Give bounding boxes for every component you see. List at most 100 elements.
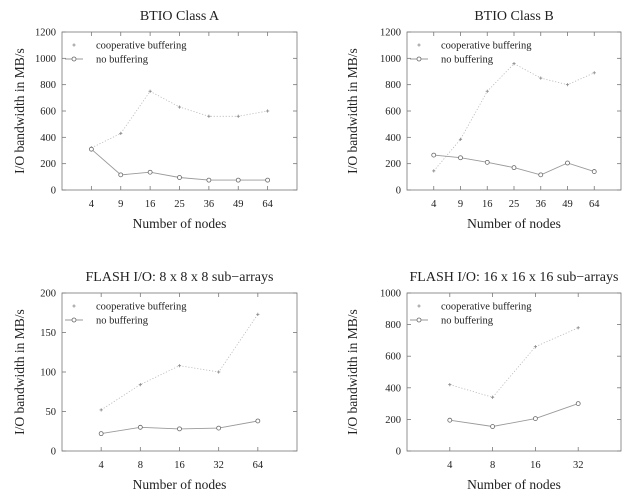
chart-1-series-cooperative-buffering-point — [565, 83, 570, 87]
chart-1-series-cooperative-buffering-point — [539, 76, 543, 80]
chart-0-y-tick-label: 400 — [40, 133, 56, 144]
chart-2-series-cooperative-buffering-point — [138, 383, 142, 387]
chart-2-title: FLASH I/O: 8 x 8 x 8 sub−arrays — [86, 270, 274, 285]
chart-0: BTIO Class A Number of nodes I/O bandwidth… — [12, 9, 298, 231]
chart-2-x-axis-label: Number of nodes — [133, 477, 227, 491]
chart-0-series-no-buffering-point — [206, 177, 212, 183]
chart-1-series-cooperative-buffering-point — [432, 169, 436, 173]
chart-1-series-cooperative-buffering-point — [485, 89, 489, 93]
chart-3-title: FLASH I/O: 16 x 16 x 16 sub−arrays — [410, 270, 619, 285]
chart-0-series-no-buffering-point — [88, 146, 94, 152]
chart-1-x-tick-label: 25 — [509, 199, 520, 210]
chart-0-series-no-buffering-point — [265, 177, 271, 183]
chart-2-y-tick-label: 0 — [51, 447, 56, 458]
chart-2-x-tick-label: 4 — [99, 460, 105, 471]
chart-0-x-tick-label: 4 — [89, 199, 95, 210]
chart-3-series-cooperative-buffering-point — [491, 395, 495, 399]
chart-1-legend-entry: no buffering — [410, 55, 494, 66]
chart-0-y-axis-label: I/O bandwidth in MB/s — [12, 48, 27, 174]
chart-2-series-cooperative-buffering-point — [256, 312, 260, 316]
chart-3-x-tick-label: 16 — [530, 460, 541, 471]
chart-0-series-cooperative-buffering-line — [91, 90, 268, 149]
chart-2-y-tick-label: 50 — [46, 407, 57, 418]
chart-1-legend-entry: cooperative buffering — [417, 41, 532, 52]
chart-2-series-no-buffering-point — [98, 431, 104, 437]
chart-0-x-axis-label: Number of nodes — [133, 216, 227, 231]
chart-1-x-axis-label: Number of nodes — [467, 216, 561, 231]
chart-1-y-tick-label: 200 — [385, 159, 401, 170]
chart-0-series-no-buffering-point — [235, 177, 241, 183]
chart-0-y-tick-label: 200 — [40, 159, 56, 170]
chart-1-series-no-buffering-line — [433, 154, 595, 176]
chart-1-y-tick-label: 400 — [385, 133, 401, 144]
chart-1-series-no-buffering-point — [484, 159, 490, 165]
chart-3-plot-frame — [406, 292, 622, 452]
chart-2-series-no-buffering-point — [137, 424, 143, 430]
chart-0-series-no-buffering-point — [177, 175, 182, 180]
chart-1-series-no-buffering-point — [591, 169, 597, 174]
chart-2-x-tick-label: 8 — [138, 460, 143, 471]
chart-0-x-tick-label: 49 — [233, 199, 244, 210]
chart-2-y-tick-label: 200 — [40, 289, 56, 300]
chart-2-series-cooperative-buffering-point — [99, 408, 103, 412]
chart-2-y-tick-label: 150 — [40, 328, 56, 339]
chart-1-series-no-buffering-point — [458, 155, 463, 161]
chart-2-series-cooperative-buffering-line — [100, 314, 259, 411]
chart-2-x-tick-label: 32 — [213, 460, 224, 471]
chart-2: FLASH I/O: 8 x 8 x 8 sub−arrays Number of… — [12, 270, 298, 491]
chart-2-series-no-buffering-point — [255, 418, 261, 424]
chart-2-legend-label: no buffering — [96, 316, 149, 327]
chart-0-legend-entry: cooperative buffering — [72, 41, 187, 52]
chart-3-legend-entry: cooperative buffering — [417, 302, 532, 313]
chart-3: FLASH I/O: 16 x 16 x 16 sub−arrays Number… — [345, 270, 622, 491]
chart-3-y-tick-label: 800 — [385, 320, 401, 331]
chart-1-x-tick-label: 49 — [562, 199, 573, 210]
chart-3-legend-label: no buffering — [441, 316, 494, 327]
chart-3-y-tick-label: 0 — [396, 447, 401, 458]
chart-3-x-tick-label: 8 — [490, 460, 495, 471]
chart-0-y-tick-label: 600 — [40, 107, 56, 118]
chart-1-legend-label: no buffering — [441, 55, 494, 66]
chart-0-y-tick-label: 1000 — [35, 54, 56, 65]
chart-0-series-cooperative-buffering-point — [236, 114, 240, 118]
chart-0-x-tick-label: 16 — [145, 199, 156, 210]
chart-2-x-tick-label: 16 — [174, 460, 185, 471]
chart-1-x-tick-label: 9 — [458, 199, 463, 210]
chart-2-series-no-buffering-point — [216, 425, 222, 431]
chart-3-y-tick-label: 200 — [385, 415, 401, 426]
chart-3-series-no-buffering-line — [449, 403, 579, 427]
chart-0-x-tick-label: 64 — [262, 199, 273, 210]
chart-2-y-axis-label: I/O bandwidth in MB/s — [12, 309, 27, 435]
chart-0-series-no-buffering-point — [118, 172, 124, 178]
chart-0-legend-entry: no buffering — [65, 55, 149, 66]
chart-1: BTIO Class B Number of nodes I/O bandwidth… — [345, 9, 622, 231]
chart-3-series-cooperative-buffering-point — [576, 326, 580, 330]
chart-3-y-axis-label: I/O bandwidth in MB/s — [345, 309, 360, 435]
chart-1-x-tick-label: 36 — [536, 199, 547, 210]
chart-2-series-cooperative-buffering-point — [217, 370, 221, 374]
chart-1-series-no-buffering-point — [538, 172, 544, 178]
chart-3-x-axis-label: Number of nodes — [467, 477, 561, 491]
chart-2-legend-label: cooperative buffering — [96, 302, 187, 313]
chart-1-y-axis-label: I/O bandwidth in MB/s — [345, 48, 360, 174]
chart-0-series-cooperative-buffering-point — [148, 89, 152, 93]
chart-1-title: BTIO Class B — [474, 9, 553, 24]
chart-3-legend-entry: no buffering — [410, 316, 494, 327]
chart-1-series-no-buffering-point — [511, 165, 517, 171]
chart-3-x-tick-label: 32 — [573, 460, 584, 471]
chart-0-x-tick-label: 9 — [118, 199, 123, 210]
chart-0-y-tick-label: 0 — [51, 186, 56, 197]
chart-1-series-no-buffering-point — [565, 160, 570, 166]
chart-1-y-tick-label: 800 — [385, 80, 401, 91]
chart-3-y-tick-label: 400 — [385, 383, 401, 394]
chart-1-legend-label: cooperative buffering — [441, 41, 532, 52]
chart-1-series-no-buffering-point — [431, 152, 437, 158]
chart-0-series-cooperative-buffering-point — [207, 114, 211, 118]
chart-1-x-tick-label: 4 — [431, 199, 437, 210]
chart-0-y-tick-label: 800 — [40, 80, 56, 91]
chart-3-series-no-buffering-point — [575, 401, 581, 407]
chart-2-y-tick-label: 100 — [40, 368, 56, 379]
chart-3-legend-label: cooperative buffering — [441, 302, 532, 313]
chart-1-x-tick-label: 64 — [589, 199, 600, 210]
